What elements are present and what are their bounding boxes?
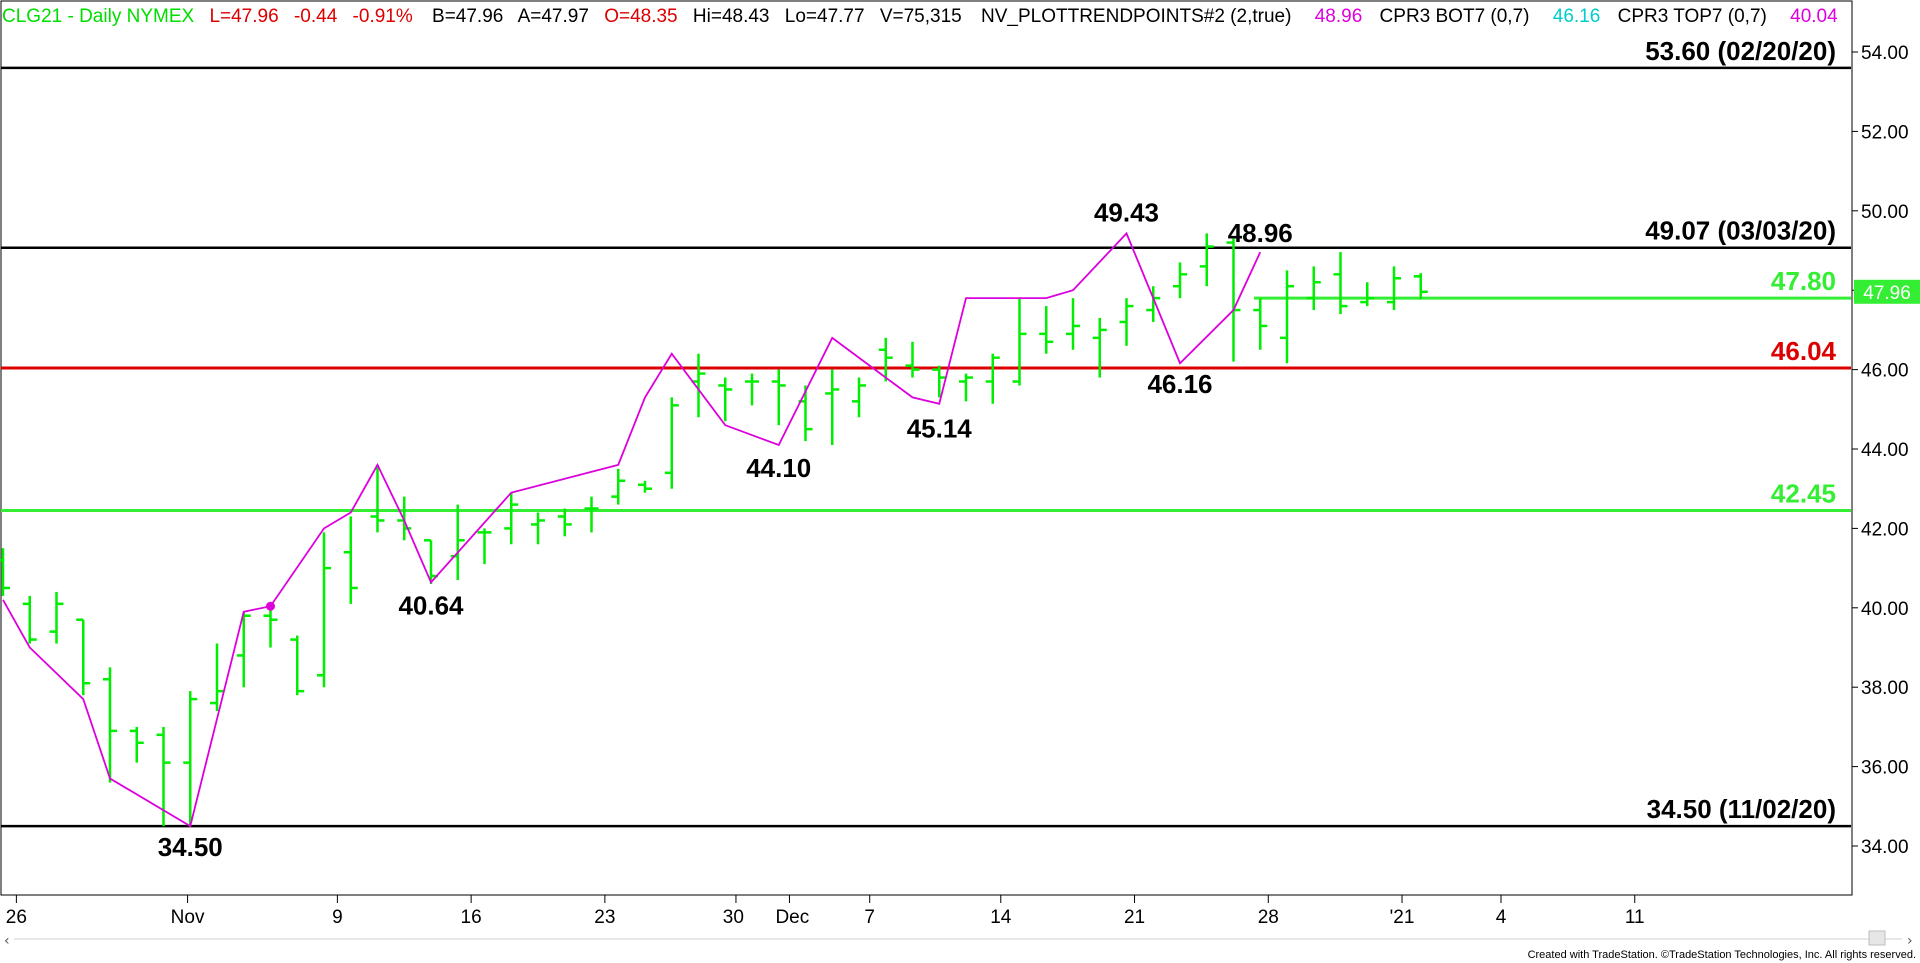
date-tick-label: 11 xyxy=(1625,907,1645,928)
horizontal-levels: 53.60 (02/20/20) 49.07 (03/03/20) 47.80 46.… xyxy=(1,36,1851,828)
date-tick-label: Dec xyxy=(775,907,809,928)
header-study2-name: CPR3 BOT7 (0,7) xyxy=(1380,6,1530,27)
price-tick-label: 46.00 xyxy=(1861,361,1909,382)
pivot-label: 49.43 xyxy=(1094,197,1159,227)
pivot-label: 45.14 xyxy=(907,414,973,444)
credit-text: Created with TradeStation. ©TradeStation… xyxy=(1528,949,1916,961)
horizontal-scrollbar[interactable]: ‹ › xyxy=(4,930,1913,949)
date-tick-label: 9 xyxy=(332,907,343,928)
header-study3-value: 40.04 xyxy=(1790,6,1838,27)
date-tick-label: 16 xyxy=(461,907,482,928)
pivot-label: 46.16 xyxy=(1147,369,1212,399)
ohlc-bars xyxy=(0,233,1428,827)
date-tick-label: 14 xyxy=(990,907,1012,928)
last-price-label: 47.96 xyxy=(1863,283,1911,304)
plot-area[interactable] xyxy=(0,0,1853,896)
price-tick-label: 50.00 xyxy=(1861,202,1909,223)
level-label: 53.60 (02/20/20) xyxy=(1645,36,1836,66)
header-volume: V=75,315 xyxy=(880,6,962,27)
pivot-label: 40.64 xyxy=(398,590,464,620)
level-label: 47.80 xyxy=(1771,266,1836,296)
date-tick-label: 4 xyxy=(1496,907,1507,928)
pivot-label: 34.50 xyxy=(158,832,223,862)
price-tick-label: 40.00 xyxy=(1861,599,1909,620)
header-open: O=48.35 xyxy=(604,6,677,27)
header-change-pct: -0.91% xyxy=(353,6,413,27)
level-label: 42.45 xyxy=(1771,479,1836,509)
zigzag-dot xyxy=(266,601,275,611)
level-label: 49.07 (03/03/20) xyxy=(1645,216,1836,246)
level-label: 46.04 xyxy=(1771,336,1837,366)
header-low: Lo=47.77 xyxy=(785,6,865,27)
pivot-label: 48.96 xyxy=(1228,218,1293,248)
header-line: CLG21 - Daily NYMEX L=47.96 -0.44 -0.91%… xyxy=(2,6,1838,27)
date-tick-label: 23 xyxy=(594,907,615,928)
header-bid: B=47.96 xyxy=(432,6,503,27)
price-axis: 34.0036.0038.0040.0042.0044.0046.0048.00… xyxy=(1852,43,1909,858)
price-tick-label: 54.00 xyxy=(1861,43,1909,64)
header-symbol: CLG21 - Daily NYMEX xyxy=(2,6,194,27)
price-tick-label: 38.00 xyxy=(1861,678,1909,699)
last-price-box xyxy=(1854,279,1920,304)
price-tick-label: 44.00 xyxy=(1861,440,1909,461)
zigzag-line xyxy=(2,231,1262,828)
header-study3-name: CPR3 TOP7 (0,7) xyxy=(1618,6,1767,27)
header-high: Hi=48.43 xyxy=(693,6,770,27)
date-tick-label: 26 xyxy=(6,907,27,928)
date-axis: 26 Nov 9 16 23 30 Dec 7 14 21 28 '21 4 11 xyxy=(6,895,1645,928)
date-tick-label: '21 xyxy=(1390,907,1415,928)
scroll-right-arrow[interactable]: › xyxy=(1907,933,1913,949)
pivot-annotations: 34.50 40.64 44.10 45.14 49.43 46.16 48.96 xyxy=(158,197,1293,862)
header-ask: A=47.97 xyxy=(518,6,589,27)
pivot-label: 44.10 xyxy=(746,453,811,483)
last-price-marker: 47.96 xyxy=(1854,279,1920,304)
date-tick-label: 28 xyxy=(1258,907,1279,928)
header-last: L=47.96 xyxy=(209,6,278,27)
price-tick-label: 34.00 xyxy=(1861,837,1909,858)
level-label: 34.50 (11/02/20) xyxy=(1647,794,1836,824)
trend-zigzag xyxy=(2,231,1262,828)
date-tick-label: 30 xyxy=(723,907,744,928)
price-tick-label: 42.00 xyxy=(1861,519,1909,540)
price-tick-label: 36.00 xyxy=(1861,758,1909,779)
scroll-left-arrow[interactable]: ‹ xyxy=(4,933,10,949)
date-tick-label: 7 xyxy=(864,907,875,928)
header-study2-value: 46.16 xyxy=(1553,6,1601,27)
header-study1-name: NV_PLOTTRENDPOINTS#2 (2,true) xyxy=(981,6,1291,27)
header-change: -0.44 xyxy=(294,6,338,27)
scrollbar-thumb[interactable] xyxy=(1868,930,1886,946)
price-tick-label: 52.00 xyxy=(1861,122,1909,143)
date-tick-label: Nov xyxy=(171,907,205,928)
header-study1-value: 48.96 xyxy=(1315,6,1363,27)
date-tick-label: 21 xyxy=(1124,907,1145,928)
